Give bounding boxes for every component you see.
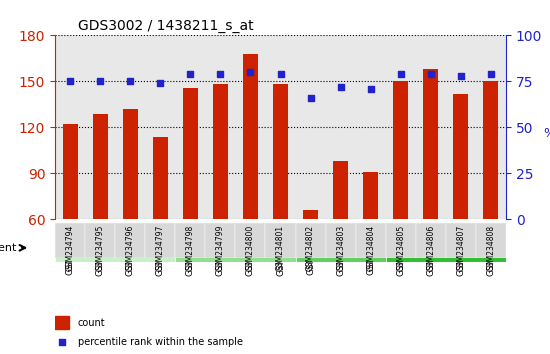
Point bbox=[336, 84, 345, 90]
FancyBboxPatch shape bbox=[175, 234, 295, 262]
Text: GSM234804: GSM234804 bbox=[366, 225, 375, 271]
Bar bbox=[393, 81, 408, 219]
Text: GSM234794: GSM234794 bbox=[65, 225, 75, 271]
Bar bbox=[213, 85, 228, 219]
Text: count: count bbox=[78, 318, 105, 328]
Bar bbox=[63, 124, 78, 219]
Text: GSM234807: GSM234807 bbox=[456, 225, 465, 271]
FancyBboxPatch shape bbox=[356, 223, 386, 258]
Text: MS-275: MS-275 bbox=[216, 243, 255, 253]
Text: GSM234795: GSM234795 bbox=[96, 225, 104, 271]
Bar bbox=[153, 137, 168, 219]
Point bbox=[186, 71, 195, 77]
Point bbox=[487, 71, 496, 77]
Text: GSM234801: GSM234801 bbox=[276, 225, 285, 271]
FancyBboxPatch shape bbox=[326, 223, 356, 258]
Point bbox=[456, 73, 465, 79]
Text: GSM234798: GSM234798 bbox=[186, 225, 195, 271]
FancyBboxPatch shape bbox=[115, 223, 145, 258]
Point bbox=[276, 71, 285, 77]
Text: GDS3002 / 1438211_s_at: GDS3002 / 1438211_s_at bbox=[78, 19, 253, 33]
Bar bbox=[453, 94, 469, 219]
Point bbox=[65, 79, 74, 84]
FancyBboxPatch shape bbox=[235, 223, 266, 258]
Point bbox=[126, 79, 135, 84]
FancyBboxPatch shape bbox=[295, 223, 326, 258]
FancyBboxPatch shape bbox=[85, 223, 115, 258]
Bar bbox=[123, 109, 138, 219]
Point bbox=[57, 339, 66, 345]
Point bbox=[96, 79, 104, 84]
Bar bbox=[243, 54, 258, 219]
FancyBboxPatch shape bbox=[476, 223, 506, 258]
Text: valproic acid: valproic acid bbox=[412, 243, 479, 253]
Text: GSM234796: GSM234796 bbox=[125, 225, 135, 271]
Bar bbox=[273, 85, 288, 219]
Point bbox=[397, 71, 405, 77]
Bar bbox=[303, 210, 318, 219]
Text: GSM234802: GSM234802 bbox=[306, 225, 315, 271]
Bar bbox=[183, 87, 198, 219]
FancyBboxPatch shape bbox=[295, 234, 386, 262]
FancyBboxPatch shape bbox=[55, 223, 85, 258]
Text: GSM234806: GSM234806 bbox=[426, 225, 436, 271]
Text: GSM234808: GSM234808 bbox=[486, 225, 496, 271]
Bar bbox=[424, 69, 438, 219]
Text: percentile rank within the sample: percentile rank within the sample bbox=[78, 337, 243, 347]
FancyBboxPatch shape bbox=[145, 223, 175, 258]
Bar bbox=[363, 172, 378, 219]
FancyBboxPatch shape bbox=[386, 223, 416, 258]
FancyBboxPatch shape bbox=[266, 223, 295, 258]
Text: GSM234799: GSM234799 bbox=[216, 225, 225, 271]
Point bbox=[216, 71, 225, 77]
FancyBboxPatch shape bbox=[175, 223, 205, 258]
Bar bbox=[55, 316, 69, 329]
Text: GSM234800: GSM234800 bbox=[246, 225, 255, 271]
Text: GSM234805: GSM234805 bbox=[396, 225, 405, 271]
Bar bbox=[333, 161, 348, 219]
FancyBboxPatch shape bbox=[446, 223, 476, 258]
Point bbox=[306, 95, 315, 101]
Text: GSM234803: GSM234803 bbox=[336, 225, 345, 271]
Text: control: control bbox=[97, 243, 133, 253]
Point bbox=[426, 71, 435, 77]
Text: agent: agent bbox=[0, 243, 16, 253]
FancyBboxPatch shape bbox=[205, 223, 235, 258]
Y-axis label: %: % bbox=[543, 127, 550, 141]
Text: GSM234797: GSM234797 bbox=[156, 225, 165, 271]
Point bbox=[366, 86, 375, 92]
FancyBboxPatch shape bbox=[416, 223, 446, 258]
Point bbox=[156, 80, 164, 86]
Bar bbox=[483, 81, 498, 219]
Bar bbox=[92, 114, 108, 219]
Point bbox=[246, 69, 255, 75]
Text: trichostatin A: trichostatin A bbox=[305, 243, 376, 253]
FancyBboxPatch shape bbox=[386, 234, 506, 262]
FancyBboxPatch shape bbox=[55, 234, 175, 262]
